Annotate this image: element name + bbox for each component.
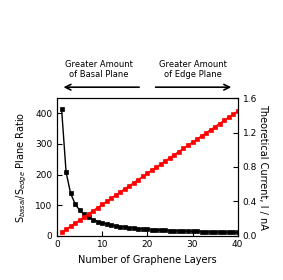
Text: Greater Amount
of Edge Plane: Greater Amount of Edge Plane <box>158 60 226 79</box>
Y-axis label: Theoretical Current, I / nA: Theoretical Current, I / nA <box>258 104 268 230</box>
X-axis label: Number of Graphene Layers: Number of Graphene Layers <box>78 255 217 265</box>
Y-axis label: S$_{basal}$/S$_{edge}$ Plane Ratio: S$_{basal}$/S$_{edge}$ Plane Ratio <box>15 111 29 223</box>
Text: Greater Amount
of Basal Plane: Greater Amount of Basal Plane <box>65 60 132 79</box>
